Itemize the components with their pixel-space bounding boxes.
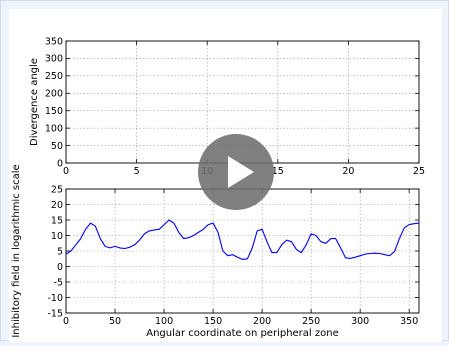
x-tick-label: 20 [342,166,354,177]
y-tick-label: 0 [57,262,63,273]
x-tick-label: 15 [272,166,284,177]
y-tick-label: 5 [57,246,63,257]
y-tick-label: 250 [45,71,63,82]
x-tick-label: 300 [351,316,369,327]
x-tick-label: 5 [134,166,140,177]
play-icon [228,156,254,188]
y-tick-label: 0 [57,158,63,169]
chart-2: 0 50 100 150 200 250 300 350-15-10-50510152025I… [11,164,420,339]
y-tick-label: -15 [47,308,63,319]
x-tick-label: 25 [413,166,425,177]
x-tick-label: 0 [63,166,69,177]
series-line-1 [65,219,420,260]
y-tick-label: 300 [45,54,63,65]
x-tick-label: 250 [302,316,320,327]
y-axis-label: Inhibitory field in logarithmic scale [11,164,22,337]
y-axis-label: Divergence angle [29,58,40,146]
x-axis-label: Angular coordinate on peripheral zone [146,328,339,339]
y-tick-label: 350 [45,36,63,47]
y-tick-label: -10 [47,293,63,304]
x-tick-label: 200 [253,316,271,327]
x-tick-label: 50 [109,316,121,327]
y-tick-label: 200 [45,89,63,100]
y-tick-label: 50 [51,141,63,152]
y-tick-label: 150 [45,106,63,117]
figure-frame: 0510152025050100150200250300350Divergenc… [9,9,442,342]
play-button[interactable] [198,134,274,210]
x-tick-label: 150 [204,316,222,327]
x-tick-label: 0 [63,316,69,327]
y-tick-label: 15 [51,215,63,226]
y-tick-label: 100 [45,123,63,134]
y-tick-label: -5 [54,277,63,288]
y-tick-label: 10 [51,231,63,242]
y-tick-label: 25 [51,184,63,195]
y-tick-label: 20 [51,200,63,211]
x-tick-label: 350 [400,316,418,327]
x-tick-label: 100 [155,316,173,327]
